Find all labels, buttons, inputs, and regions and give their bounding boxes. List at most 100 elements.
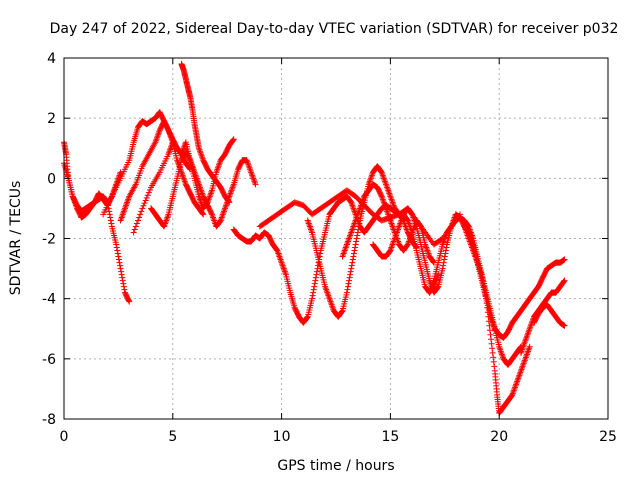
data-series bbox=[517, 277, 568, 356]
data-point bbox=[350, 250, 357, 257]
x-tick-label: 10 bbox=[273, 429, 291, 445]
data-point bbox=[120, 280, 127, 287]
data-point bbox=[354, 232, 361, 239]
data-markers bbox=[61, 61, 568, 416]
data-point bbox=[347, 268, 354, 275]
data-point bbox=[106, 211, 113, 218]
data-series bbox=[117, 118, 207, 224]
y-tick-label: -6 bbox=[42, 352, 56, 368]
y-tick-label: -2 bbox=[42, 232, 56, 248]
data-series bbox=[61, 139, 133, 305]
data-point bbox=[114, 247, 121, 254]
data-series bbox=[339, 181, 437, 266]
data-point bbox=[350, 253, 357, 260]
data-point bbox=[491, 363, 498, 370]
data-point bbox=[355, 223, 362, 230]
data-point bbox=[113, 241, 120, 248]
grid-lines bbox=[64, 58, 608, 419]
data-series bbox=[148, 148, 259, 230]
data-point bbox=[309, 295, 316, 302]
data-point bbox=[119, 277, 126, 284]
x-axis-label: GPS time / hours bbox=[277, 458, 394, 474]
data-point bbox=[118, 268, 125, 275]
chart-title: Day 247 of 2022, Sidereal Day-to-day VTE… bbox=[50, 21, 619, 37]
x-tick-label: 20 bbox=[490, 429, 508, 445]
data-point bbox=[312, 277, 319, 284]
data-point bbox=[487, 331, 494, 338]
data-point bbox=[138, 208, 145, 215]
data-point bbox=[338, 308, 345, 315]
x-tick-label: 15 bbox=[381, 429, 399, 445]
data-point bbox=[353, 238, 360, 245]
data-point bbox=[378, 192, 385, 199]
data-point bbox=[488, 340, 495, 347]
y-tick-label: 2 bbox=[47, 111, 56, 127]
data-point bbox=[354, 229, 361, 236]
data-point bbox=[313, 271, 320, 278]
data-point bbox=[117, 262, 124, 269]
data-point bbox=[344, 283, 351, 290]
data-point bbox=[345, 280, 352, 287]
data-point bbox=[486, 327, 493, 334]
data-point bbox=[434, 284, 441, 291]
data-point bbox=[441, 253, 448, 260]
data-point bbox=[115, 253, 122, 260]
data-point bbox=[439, 265, 446, 272]
data-point bbox=[490, 358, 497, 365]
data-point bbox=[310, 286, 317, 293]
y-axis-label: SDTVAR / TECUs bbox=[8, 181, 24, 296]
data-point bbox=[349, 259, 356, 266]
data-point bbox=[117, 265, 124, 272]
data-point bbox=[560, 278, 567, 285]
data-point bbox=[120, 283, 127, 290]
data-point bbox=[164, 126, 171, 133]
data-point bbox=[435, 271, 442, 278]
data-point bbox=[113, 244, 120, 251]
data-point bbox=[108, 220, 115, 227]
data-point bbox=[121, 286, 128, 293]
data-point bbox=[143, 194, 150, 201]
data-point bbox=[343, 289, 350, 296]
data-point bbox=[352, 244, 359, 251]
data-point bbox=[417, 222, 424, 229]
y-tick-label: 4 bbox=[47, 51, 56, 67]
data-point bbox=[146, 186, 153, 193]
data-point bbox=[132, 223, 139, 230]
data-point bbox=[106, 208, 113, 215]
data-point bbox=[145, 189, 152, 196]
data-point bbox=[488, 336, 495, 343]
data-point bbox=[116, 259, 123, 266]
data-point bbox=[311, 283, 318, 290]
data-point bbox=[440, 259, 447, 266]
data-series bbox=[230, 193, 420, 326]
data-point bbox=[252, 181, 259, 188]
data-point bbox=[200, 211, 207, 218]
data-point bbox=[346, 274, 353, 281]
data-point bbox=[351, 247, 358, 254]
data-point bbox=[561, 256, 568, 263]
data-point bbox=[108, 194, 115, 201]
data-point bbox=[441, 256, 448, 263]
data-point bbox=[144, 192, 151, 199]
data-series bbox=[461, 223, 568, 341]
data-point bbox=[355, 226, 362, 233]
data-point bbox=[440, 262, 447, 269]
data-point bbox=[490, 354, 497, 361]
data-point bbox=[442, 247, 449, 254]
data-point bbox=[430, 258, 437, 265]
data-point bbox=[489, 345, 496, 352]
data-point bbox=[310, 289, 317, 296]
x-tick-label: 0 bbox=[60, 429, 69, 445]
data-series bbox=[531, 301, 568, 329]
data-point bbox=[125, 297, 132, 304]
axis-ticks: 0 5 10 15 20 25 -8 -6 -4 -2 0 2 4 bbox=[42, 51, 617, 445]
data-point bbox=[443, 244, 450, 251]
data-point bbox=[312, 274, 319, 281]
data-point bbox=[139, 205, 146, 212]
data-point bbox=[348, 265, 355, 272]
data-point bbox=[348, 262, 355, 269]
data-point bbox=[311, 280, 318, 287]
data-point bbox=[186, 156, 193, 163]
data-series bbox=[61, 160, 124, 221]
